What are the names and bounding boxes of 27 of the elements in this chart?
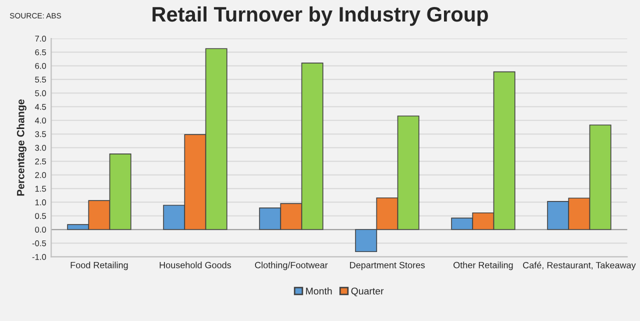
y-tick-label: -0.5 xyxy=(32,240,46,246)
x-tick-label: Household Goods xyxy=(160,262,232,268)
y-tick-label: 0.5 xyxy=(35,213,46,219)
x-tick-label: Department Stores xyxy=(350,262,425,270)
y-tick-label: 6.5 xyxy=(35,49,46,56)
legend-label: Quarter xyxy=(351,288,384,296)
y-tick-label: 5.5 xyxy=(35,76,46,83)
y-tick-label: 3.0 xyxy=(35,144,46,151)
x-tick-label: Clothing/Footwear xyxy=(255,262,328,270)
x-tick-label: Café, Restaurant, Takeaway xyxy=(523,262,636,270)
y-tick-label: 5.0 xyxy=(35,90,46,96)
y-tick-label: 4.0 xyxy=(34,118,46,124)
x-tick-label: Other Retailing xyxy=(454,262,513,270)
y-axis-title: Percentage Change xyxy=(16,99,26,196)
y-tick-label: 7.0 xyxy=(35,36,46,42)
y-tick-label: 1.0 xyxy=(35,199,46,206)
chart-title: Retail Turnover by Industry Group xyxy=(152,6,488,26)
y-tick-label: 6.0 xyxy=(35,63,46,69)
x-tick-label: Food Retailing xyxy=(70,262,128,270)
y-tick-label: 2.0 xyxy=(35,172,46,178)
y-tick-label: 1.5 xyxy=(35,186,46,192)
y-tick-label: -1.0 xyxy=(32,254,46,260)
y-tick-label: 2.5 xyxy=(35,158,46,164)
y-tick-label: 0.0 xyxy=(35,226,46,233)
legend-label: Month xyxy=(306,287,332,295)
y-tick-label: 4.5 xyxy=(34,104,46,110)
y-tick-label: 3.5 xyxy=(35,131,46,138)
